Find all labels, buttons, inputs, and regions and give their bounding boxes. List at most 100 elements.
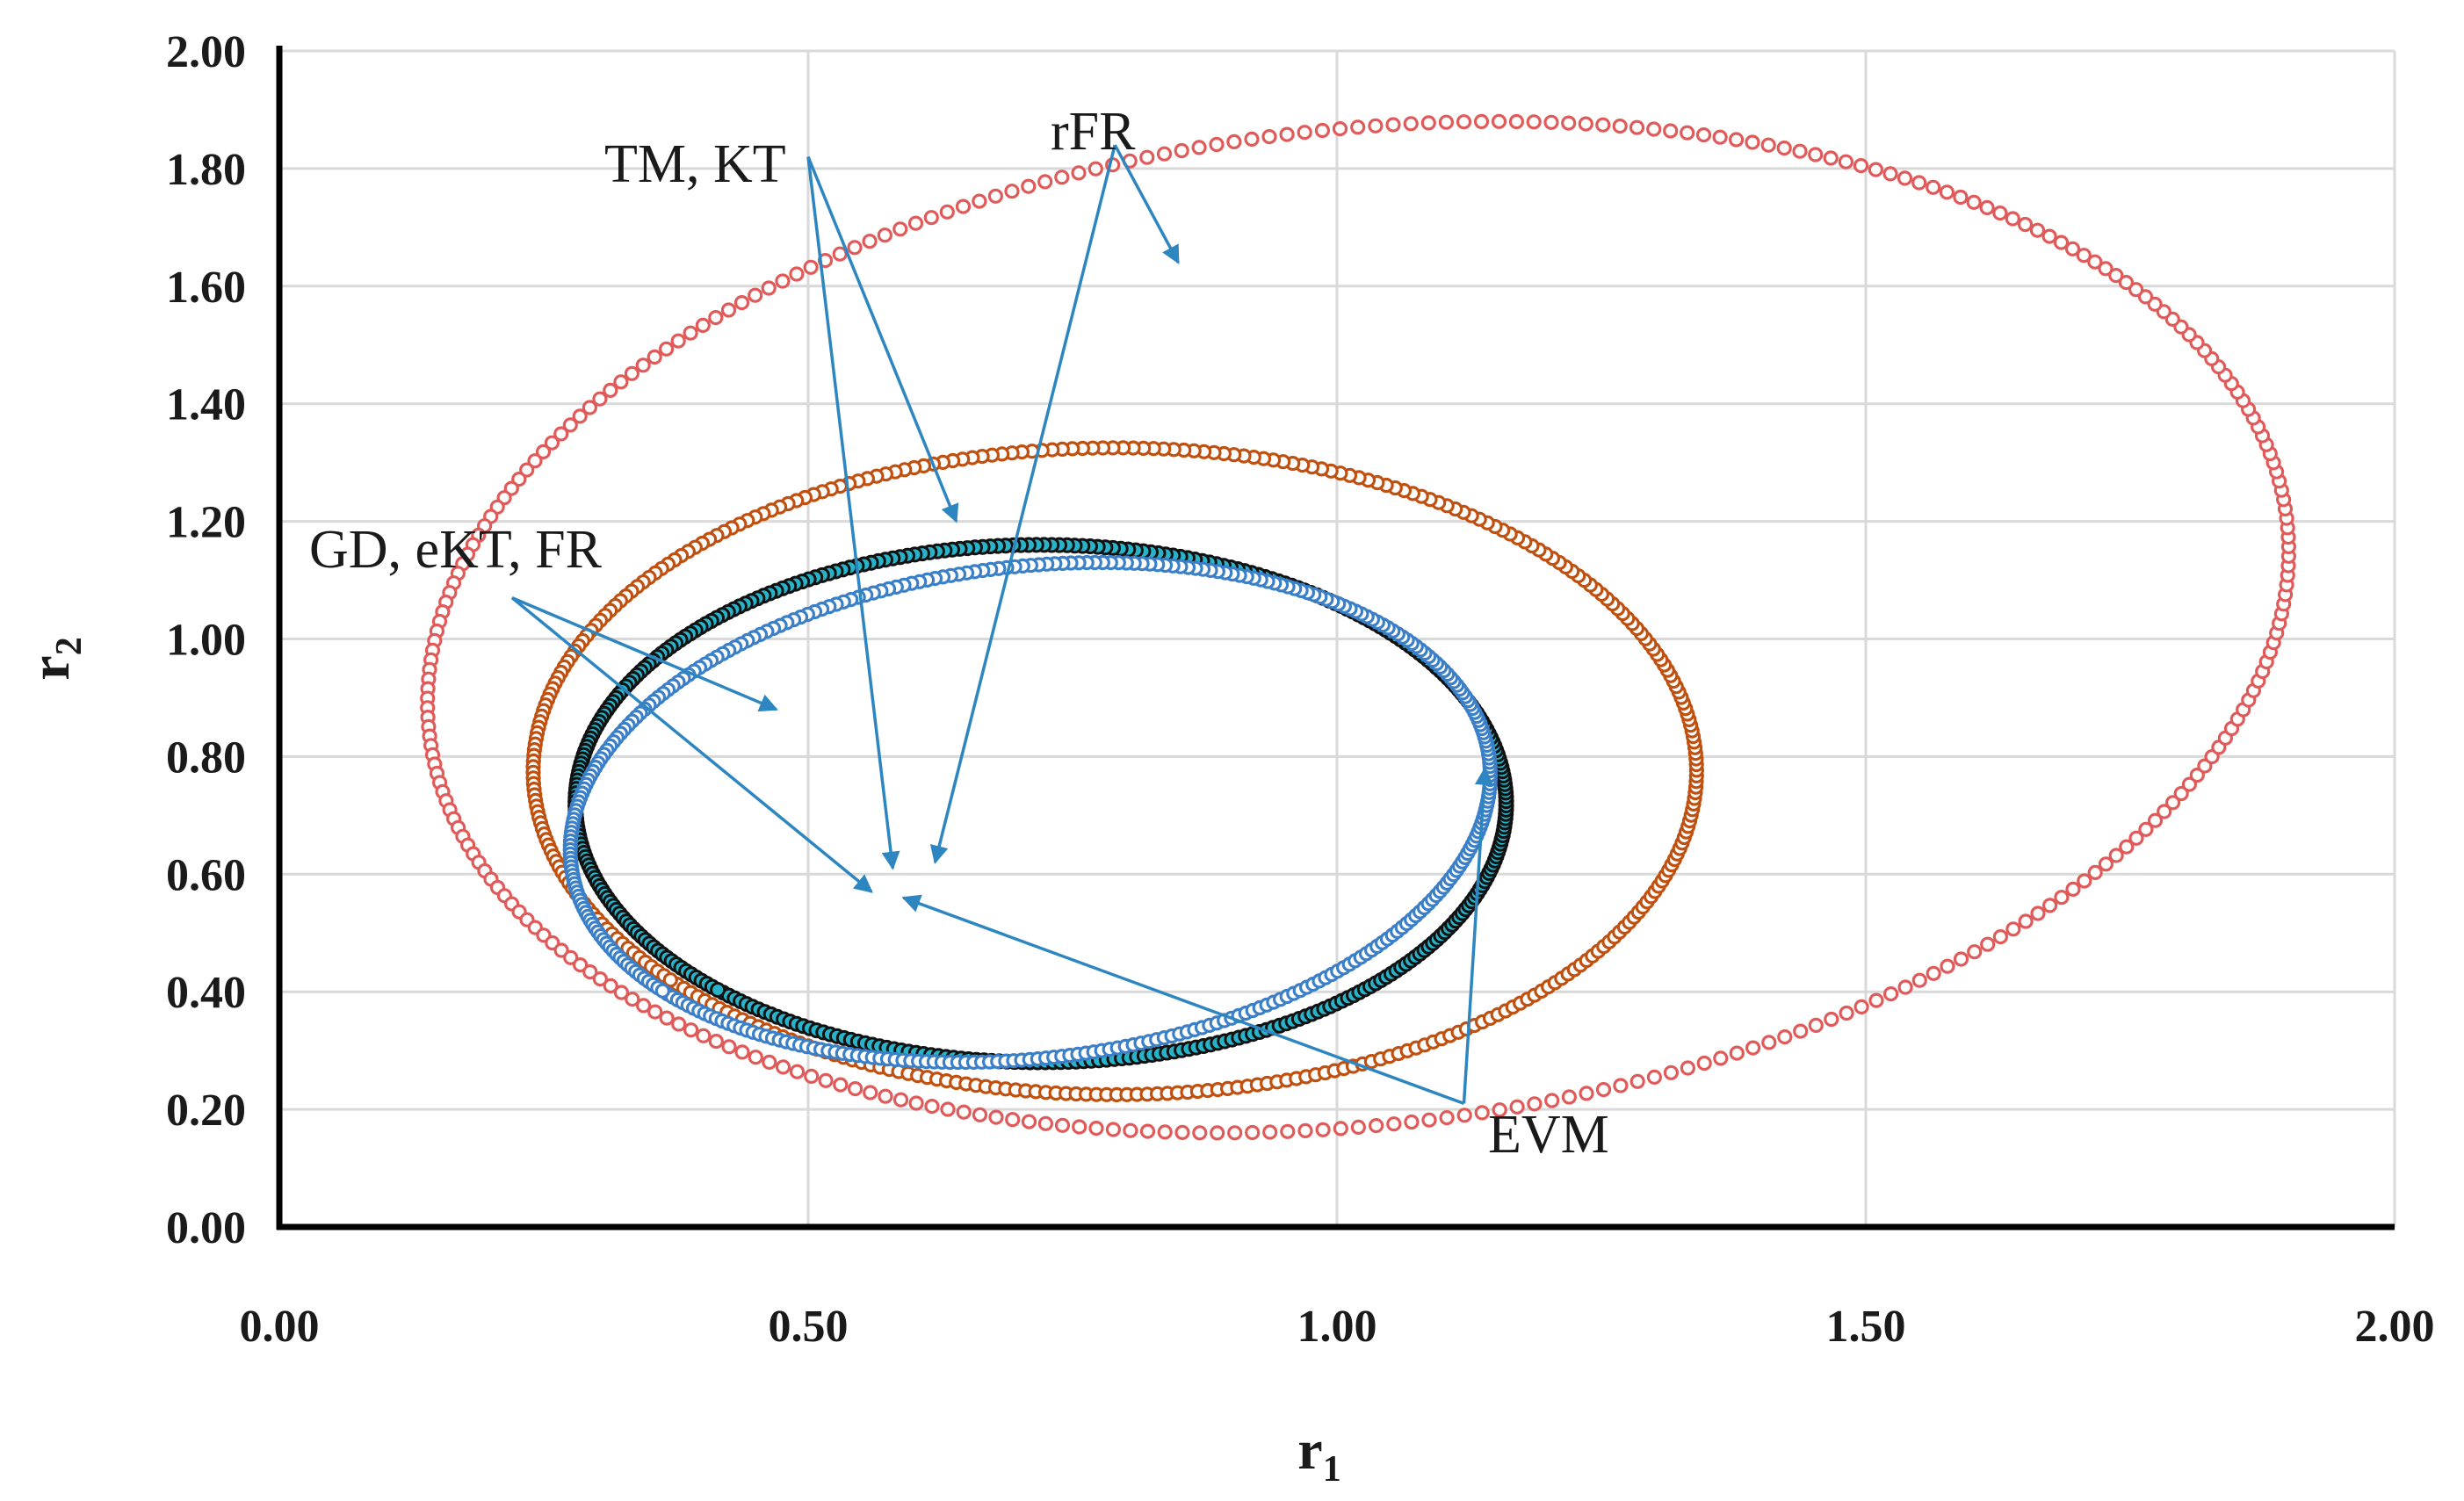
data-point <box>1966 194 1982 210</box>
data-point <box>1368 1117 1384 1134</box>
data-point <box>1527 1096 1543 1112</box>
data-point <box>603 382 618 398</box>
data-point <box>987 188 1004 204</box>
data-point <box>1087 161 1103 177</box>
data-point <box>988 1109 1004 1125</box>
data-point <box>863 1085 878 1100</box>
data-point <box>535 444 552 460</box>
data-point <box>1509 1099 1525 1115</box>
y-axis-title: r2 <box>18 637 90 680</box>
y-tick-label: 0.20 <box>166 1086 246 1136</box>
data-point <box>635 998 652 1014</box>
y-tick-label: 0.60 <box>166 850 246 900</box>
data-point <box>1297 125 1312 141</box>
data-point <box>1853 158 1869 174</box>
data-point <box>2137 289 2154 305</box>
annotation-label: GD, eKT, FR <box>309 520 603 580</box>
annotation-label: rFR <box>1051 102 1136 162</box>
data-point <box>748 287 763 303</box>
data-point <box>1226 134 1242 149</box>
data-point <box>1808 1017 1824 1034</box>
data-point <box>1979 199 1995 215</box>
data-point <box>1157 1124 1173 1140</box>
data-point <box>1314 122 1331 139</box>
annotation-arrow <box>1462 766 1493 1104</box>
data-point <box>2018 913 2034 929</box>
data-point <box>1940 958 1955 974</box>
data-point <box>1139 1123 1156 1139</box>
data-point <box>696 1028 712 1043</box>
series-layer <box>420 113 2296 1141</box>
data-point <box>2005 211 2020 227</box>
data-point <box>2181 776 2197 792</box>
x-axis-title-sub: 1 <box>1323 1449 1341 1490</box>
data-point <box>1438 114 1455 130</box>
data-point <box>592 391 608 407</box>
series-evm <box>567 537 1514 1071</box>
data-point <box>2173 785 2189 802</box>
data-point <box>2087 864 2103 881</box>
data-point <box>1210 1125 1225 1141</box>
data-point <box>748 1050 763 1065</box>
data-point <box>647 349 662 365</box>
data-point <box>1712 129 1728 145</box>
data-point <box>2087 254 2103 270</box>
data-point <box>907 215 924 231</box>
data-point <box>2030 906 2046 921</box>
data-point <box>2157 804 2172 819</box>
data-point <box>1227 1125 1243 1141</box>
data-point <box>2118 275 2134 291</box>
data-point <box>1760 137 1776 153</box>
data-point <box>708 310 724 326</box>
data-point <box>847 240 863 256</box>
data-point <box>1838 154 1853 170</box>
data-point <box>1368 118 1384 134</box>
data-point <box>1808 147 1824 162</box>
data-point <box>1868 992 1884 1008</box>
data-point <box>1350 1119 1367 1136</box>
data-point <box>2098 261 2114 277</box>
data-point <box>1492 1102 1507 1118</box>
data-point <box>710 982 726 998</box>
data-point <box>1386 1116 1402 1132</box>
series-gd-ekt-fr <box>562 554 1499 1071</box>
data-point <box>2064 241 2081 256</box>
data-point <box>733 295 750 311</box>
data-point <box>1823 150 1839 166</box>
data-point <box>1105 1122 1122 1137</box>
x-axis-title: r1 <box>1297 1418 1340 1490</box>
data-point <box>1054 170 1070 185</box>
data-point <box>762 1054 777 1071</box>
y-tick-label: 0.80 <box>166 732 246 783</box>
data-point <box>1680 125 1695 141</box>
data-point <box>1456 114 1472 130</box>
data-point <box>1680 1060 1696 1076</box>
data-point <box>878 1088 893 1104</box>
data-point <box>1728 132 1745 148</box>
data-point <box>1561 1089 1578 1105</box>
x-tick-label: 0.50 <box>769 1302 849 1352</box>
data-point <box>1543 114 1559 130</box>
data-point <box>1595 117 1611 133</box>
series-rfr <box>420 113 2296 1141</box>
data-point <box>1992 206 2008 221</box>
data-point <box>775 273 791 289</box>
data-point <box>1882 166 1898 182</box>
data-point <box>592 971 608 987</box>
data-point <box>789 1064 806 1079</box>
data-point <box>1526 114 1542 130</box>
data-point <box>1315 1122 1331 1137</box>
data-point <box>2041 228 2057 244</box>
data-point <box>635 357 651 373</box>
data-point <box>582 400 598 415</box>
data-point <box>1911 175 1927 191</box>
data-point <box>1629 1073 1645 1089</box>
data-point <box>1926 965 1941 981</box>
data-point <box>2147 812 2164 828</box>
data-point <box>956 1104 972 1120</box>
data-point <box>1745 134 1760 150</box>
data-point <box>582 963 598 980</box>
data-point <box>1646 121 1662 137</box>
y-tick-label: 1.80 <box>166 145 246 195</box>
annotation-label: TM, KT <box>604 134 786 194</box>
